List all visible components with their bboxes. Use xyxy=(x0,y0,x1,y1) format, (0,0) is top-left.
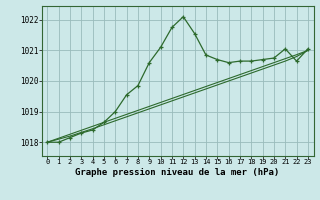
X-axis label: Graphe pression niveau de la mer (hPa): Graphe pression niveau de la mer (hPa) xyxy=(76,168,280,177)
